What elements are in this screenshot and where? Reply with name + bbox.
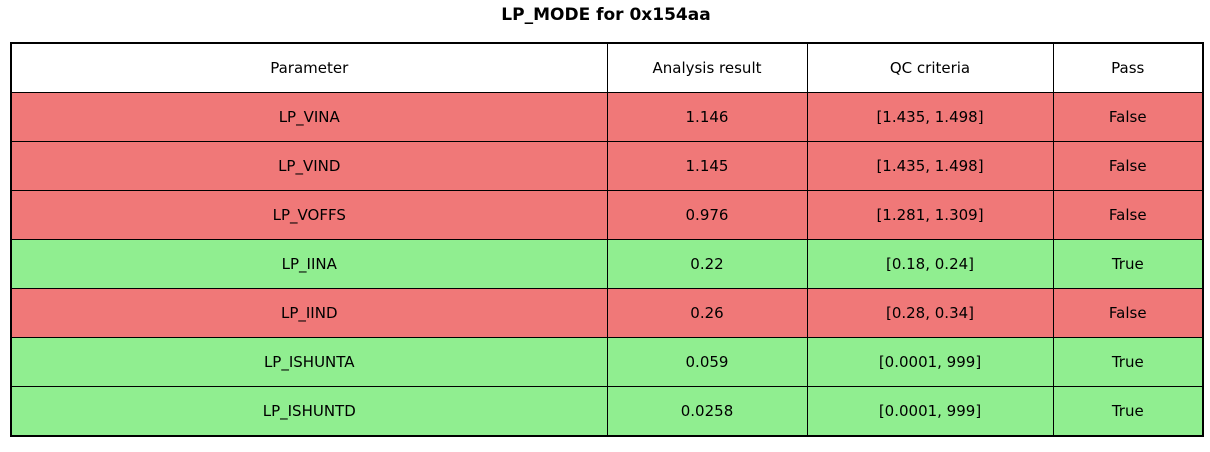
cell-pass: False: [1052, 288, 1204, 338]
cell-parameter: LP_ISHUNTA: [10, 337, 608, 387]
cell-qc-criteria: [0.0001, 999]: [806, 337, 1054, 387]
table-row: LP_VINA 1.146 [1.435, 1.498] False: [10, 92, 1204, 142]
cell-parameter: LP_VINA: [10, 92, 608, 142]
cell-pass: True: [1052, 337, 1204, 387]
cell-parameter: LP_VOFFS: [10, 190, 608, 240]
cell-analysis-result: 1.146: [606, 92, 808, 142]
qc-results-table: Parameter Analysis result QC criteria Pa…: [10, 42, 1204, 437]
column-header-pass: Pass: [1052, 42, 1204, 93]
cell-qc-criteria: [1.281, 1.309]: [806, 190, 1054, 240]
cell-pass: False: [1052, 92, 1204, 142]
cell-pass: True: [1052, 386, 1204, 437]
cell-qc-criteria: [0.18, 0.24]: [806, 239, 1054, 289]
cell-parameter: LP_ISHUNTD: [10, 386, 608, 437]
cell-analysis-result: 1.145: [606, 141, 808, 191]
page-title: LP_MODE for 0x154aa: [501, 5, 711, 25]
table-row: LP_IIND 0.26 [0.28, 0.34] False: [10, 288, 1204, 338]
cell-analysis-result: 0.22: [606, 239, 808, 289]
column-header-parameter: Parameter: [10, 42, 608, 93]
cell-analysis-result: 0.0258: [606, 386, 808, 437]
cell-pass: True: [1052, 239, 1204, 289]
table-row: LP_VOFFS 0.976 [1.281, 1.309] False: [10, 190, 1204, 240]
column-header-analysis-result: Analysis result: [606, 42, 808, 93]
table-row: LP_VIND 1.145 [1.435, 1.498] False: [10, 141, 1204, 191]
table-row: LP_ISHUNTD 0.0258 [0.0001, 999] True: [10, 386, 1204, 437]
cell-analysis-result: 0.059: [606, 337, 808, 387]
table-header-row: Parameter Analysis result QC criteria Pa…: [10, 42, 1204, 93]
table-row: LP_IINA 0.22 [0.18, 0.24] True: [10, 239, 1204, 289]
cell-pass: False: [1052, 141, 1204, 191]
cell-qc-criteria: [1.435, 1.498]: [806, 92, 1054, 142]
cell-parameter: LP_IINA: [10, 239, 608, 289]
cell-analysis-result: 0.26: [606, 288, 808, 338]
cell-qc-criteria: [0.0001, 999]: [806, 386, 1054, 437]
cell-qc-criteria: [1.435, 1.498]: [806, 141, 1054, 191]
column-header-qc-criteria: QC criteria: [806, 42, 1054, 93]
cell-parameter: LP_IIND: [10, 288, 608, 338]
cell-qc-criteria: [0.28, 0.34]: [806, 288, 1054, 338]
table-body: LP_VINA 1.146 [1.435, 1.498] False LP_VI…: [10, 92, 1204, 437]
cell-analysis-result: 0.976: [606, 190, 808, 240]
cell-pass: False: [1052, 190, 1204, 240]
cell-parameter: LP_VIND: [10, 141, 608, 191]
table-row: LP_ISHUNTA 0.059 [0.0001, 999] True: [10, 337, 1204, 387]
